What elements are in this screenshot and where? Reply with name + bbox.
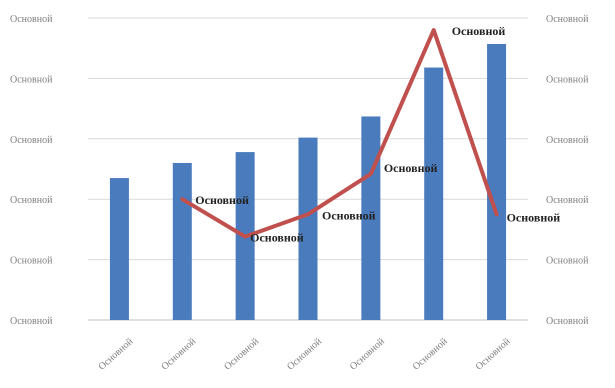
- x-tick-label: Основной: [159, 336, 198, 373]
- y-right-tick-label: Основной: [546, 74, 589, 85]
- line-data-label: Основной: [322, 208, 376, 222]
- line-series-path: [180, 28, 499, 239]
- line-data-label: Основной: [507, 210, 561, 224]
- bar: [298, 137, 318, 320]
- y-axis-left: Основной Основной Основной Основной Основной…: [10, 14, 53, 327]
- x-tick-label: Основной: [474, 336, 513, 373]
- line-point: [433, 29, 435, 31]
- x-tick-label: Основной: [285, 336, 324, 373]
- line-data-label: Основной: [384, 161, 438, 175]
- y-right-tick-label: Основной: [546, 135, 589, 146]
- bar: [109, 178, 129, 320]
- y-right-tick-label: Основной: [546, 195, 589, 206]
- y-right-tick-label: Основной: [546, 316, 589, 327]
- x-tick-label: Основной: [97, 336, 136, 373]
- bar: [424, 67, 444, 320]
- x-tick-label: Основной: [348, 336, 387, 373]
- x-tick-label: Основной: [222, 336, 261, 373]
- x-tick-label: Основной: [411, 336, 450, 373]
- y-right-tick-label: Основной: [546, 14, 589, 25]
- y-left-tick-label: Основной: [10, 135, 53, 146]
- bar: [172, 162, 192, 320]
- line-series: [180, 28, 499, 239]
- y-left-tick-label: Основной: [10, 195, 53, 206]
- y-left-tick-label: Основной: [10, 14, 53, 25]
- line-point: [307, 213, 309, 215]
- y-left-tick-label: Основной: [10, 316, 53, 327]
- line-point: [496, 213, 498, 215]
- y-axis-right: Основной Основной Основной Основной Основной…: [546, 14, 589, 327]
- y-left-tick-label: Основной: [10, 256, 53, 267]
- y-left-tick-label: Основной: [10, 74, 53, 85]
- line-data-label: Основной: [195, 193, 249, 207]
- x-axis: Основной Основной Основной Основной Основной…: [97, 336, 514, 373]
- line-data-label: Основной: [452, 24, 506, 38]
- line-point: [244, 236, 246, 238]
- line-data-label: Основной: [250, 231, 304, 245]
- data-labels: Основной Основной Основной Основной Основной…: [195, 24, 560, 245]
- line-point: [370, 173, 372, 175]
- y-right-tick-label: Основной: [546, 256, 589, 267]
- bar: [487, 43, 507, 321]
- bar-series: [109, 43, 507, 321]
- line-point: [181, 198, 183, 200]
